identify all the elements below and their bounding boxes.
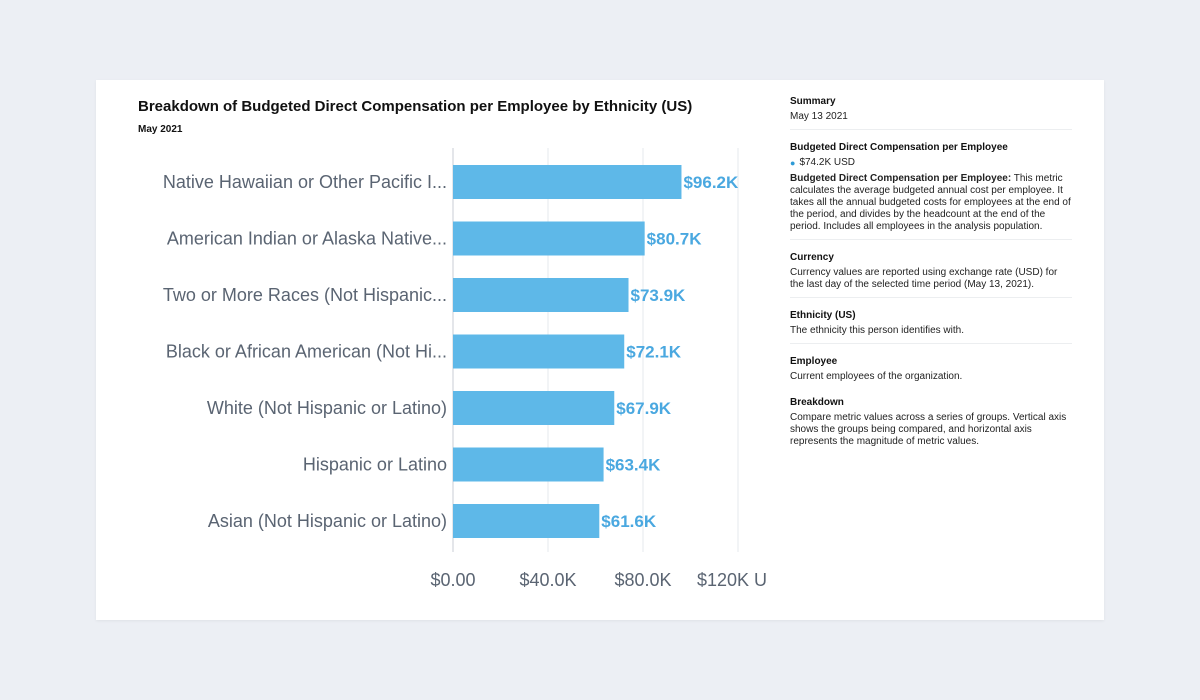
metric-definition-term: Budgeted Direct Compensation per Employe… [790, 173, 1012, 184]
currency-heading: Currency [790, 252, 834, 263]
currency-section: Currency Currency values are reported us… [790, 252, 1072, 298]
value-label: $61.6K [601, 512, 657, 531]
breakdown-text: Compare metric values across a series of… [790, 412, 1067, 447]
metric-heading: Budgeted Direct Compensation per Employe… [790, 142, 1008, 153]
x-tick-label: $40.0K [519, 570, 576, 590]
metric-definition: Budgeted Direct Compensation per Employe… [790, 173, 1072, 233]
summary-panel: Summary May 13 2021 Budgeted Direct Comp… [790, 96, 1072, 462]
bar [453, 165, 682, 199]
category-label: Native Hawaiian or Other Pacific I... [163, 172, 447, 192]
employee-heading: Employee [790, 356, 838, 367]
bar [453, 504, 600, 538]
value-label: $96.2K [683, 173, 739, 192]
breakdown-section: Breakdown Compare metric values across a… [790, 397, 1072, 454]
ethnicity-section: Ethnicity (US) The ethnicity this person… [790, 310, 1072, 344]
x-tick-label: $80.0K [614, 570, 671, 590]
bar [453, 278, 629, 312]
breakdown-heading: Breakdown [790, 397, 844, 408]
x-tick-label: $0.00 [430, 570, 475, 590]
metric-definition-text: This metric calculates the average budge… [790, 173, 1071, 232]
value-label: $63.4K [606, 456, 662, 475]
ethnicity-heading: Ethnicity (US) [790, 310, 856, 321]
category-label: American Indian or Alaska Native... [167, 229, 447, 249]
value-label: $73.9K [631, 286, 687, 305]
category-label: Asian (Not Hispanic or Latino) [208, 511, 447, 531]
value-label: $72.1K [626, 343, 682, 362]
category-label: Black or African American (Not Hi... [166, 342, 447, 362]
employee-text: Current employees of the organization. [790, 371, 963, 382]
chart-subtitle: May 2021 [138, 124, 183, 135]
summary-heading: Summary [790, 96, 836, 107]
currency-text: Currency values are reported using excha… [790, 267, 1058, 290]
category-label: Hispanic or Latino [303, 455, 447, 475]
metric-value-row: ● $74.2K USD [790, 157, 1072, 169]
value-label: $67.9K [616, 399, 672, 418]
summary-section: Summary May 13 2021 [790, 96, 1072, 130]
value-label: $80.7K [647, 230, 703, 249]
ethnicity-text: The ethnicity this person identifies wit… [790, 325, 964, 336]
bar [453, 391, 615, 425]
bullet-icon: ● [790, 158, 796, 168]
metric-section: Budgeted Direct Compensation per Employe… [790, 142, 1072, 240]
bar [453, 334, 625, 369]
employee-section: Employee Current employees of the organi… [790, 356, 1072, 389]
x-tick-label: $120K US [697, 570, 768, 590]
bar [453, 447, 604, 482]
bar-chart: Native Hawaiian or Other Pacific I... $96… [163, 148, 768, 590]
metric-value: $74.2K USD [799, 157, 856, 168]
report-card: Breakdown of Budgeted Direct Compensatio… [96, 80, 1104, 620]
summary-date: May 13 2021 [790, 111, 848, 122]
chart-title: Breakdown of Budgeted Direct Compensatio… [138, 98, 693, 115]
bar [453, 221, 645, 256]
category-label: White (Not Hispanic or Latino) [207, 398, 447, 418]
category-label: Two or More Races (Not Hispanic... [163, 285, 447, 305]
